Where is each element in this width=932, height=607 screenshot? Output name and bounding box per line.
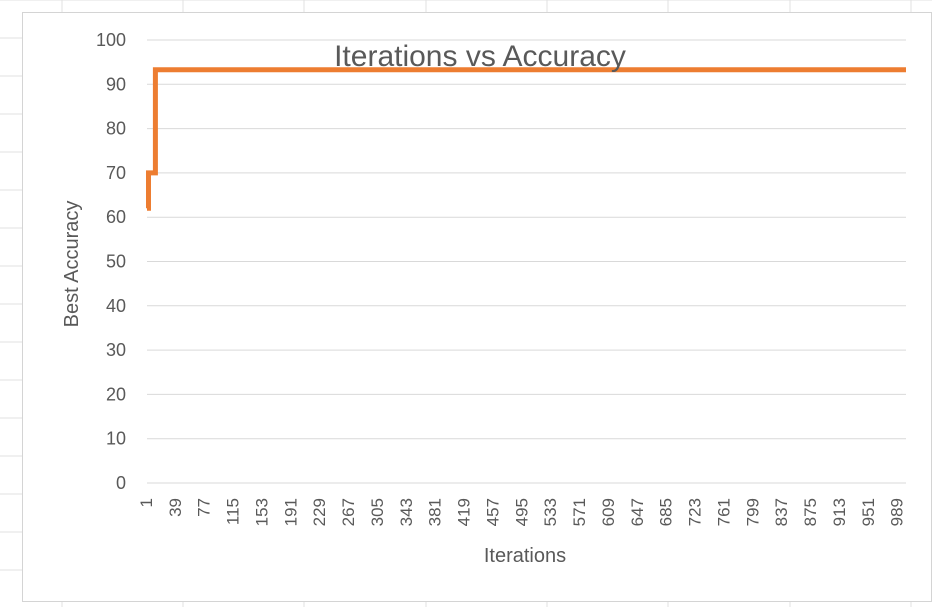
chart-area[interactable]: [22, 12, 932, 602]
y-tick-label: 20: [106, 384, 126, 404]
y-tick-label: 60: [106, 207, 126, 227]
x-tick-label: 115: [224, 498, 243, 525]
chart-title[interactable]: Iterations vs Accuracy: [334, 40, 626, 73]
y-axis-ticks: 0 10 20 30 40 50 60 70 80 90 100: [96, 30, 126, 493]
x-tick-label: 989: [888, 498, 907, 526]
x-tick-label: 305: [368, 498, 387, 526]
x-tick-label: 837: [772, 498, 791, 526]
x-tick-label: 77: [195, 498, 214, 517]
y-axis-title[interactable]: Best Accuracy: [61, 201, 83, 328]
y-tick-label: 50: [106, 252, 126, 272]
x-tick-label: 913: [830, 498, 849, 526]
x-tick-label: 609: [599, 498, 618, 526]
x-tick-label: 761: [714, 498, 733, 526]
x-tick-label: 39: [166, 498, 185, 517]
y-tick-label: 90: [106, 74, 126, 94]
gridlines: [147, 39, 906, 484]
x-tick-label: 951: [859, 498, 878, 526]
x-tick-label: 723: [686, 498, 705, 526]
x-tick-label: 533: [541, 498, 560, 526]
x-tick-label: 457: [483, 498, 502, 526]
x-axis-ticks: 1 39 77 115 153 191 229 267 305 343 381 419 457 495 53…: [137, 498, 907, 526]
y-tick-label: 80: [106, 119, 126, 139]
x-tick-label: 571: [570, 498, 589, 526]
x-tick-label: 685: [657, 498, 676, 526]
y-tick-label: 0: [116, 473, 126, 493]
x-tick-label: 1: [137, 498, 156, 507]
x-tick-label: 647: [628, 498, 647, 526]
y-tick-label: 30: [106, 340, 126, 360]
x-tick-label: 229: [310, 498, 329, 526]
x-tick-label: 191: [281, 498, 300, 526]
x-tick-label: 267: [339, 498, 358, 526]
x-tick-label: 495: [512, 498, 531, 526]
y-tick-label: 70: [106, 163, 126, 183]
x-tick-label: 419: [455, 498, 474, 526]
x-axis-title[interactable]: Iterations: [484, 545, 566, 567]
x-tick-label: 153: [252, 498, 271, 526]
series-layer: [146, 67, 906, 211]
x-tick-label: 381: [426, 498, 445, 526]
y-tick-label: 100: [96, 30, 126, 50]
series-line[interactable]: [146, 67, 906, 211]
y-tick-label: 10: [106, 429, 126, 449]
x-tick-label: 799: [743, 498, 762, 526]
x-tick-label: 343: [397, 498, 416, 526]
y-tick-label: 40: [106, 296, 126, 316]
x-tick-label: 875: [801, 498, 820, 526]
